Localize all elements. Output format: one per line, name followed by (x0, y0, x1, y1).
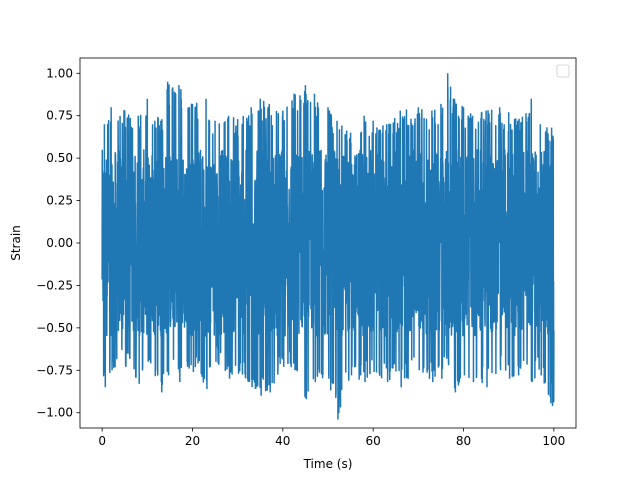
y-axis-label: Strain (9, 225, 23, 261)
x-axis-label: Time (s) (303, 457, 353, 471)
y-tick-label: −0.25 (36, 278, 73, 292)
x-tick-label: 100 (542, 434, 565, 448)
y-tick-label: 0.50 (46, 151, 73, 165)
y-tick-label: −0.75 (36, 363, 73, 377)
y-tick-label: −1.00 (36, 406, 73, 420)
x-tick-label: 0 (98, 434, 106, 448)
y-tick-label: 0.25 (46, 194, 73, 208)
x-tick-label: 20 (185, 434, 200, 448)
x-tick-label: 40 (275, 434, 290, 448)
y-tick-label: 0.00 (46, 236, 73, 250)
legend-box (556, 64, 570, 78)
y-tick-label: 1.00 (46, 66, 73, 80)
series-line (101, 73, 555, 420)
plot-area: 0 20 40 60 80 100 −1.00 −0.75 −0.50 −0.25 0.00 0.25… (36, 57, 577, 448)
x-tick-label: 80 (456, 434, 471, 448)
x-tick-label: 60 (366, 434, 381, 448)
y-tick-label: 0.75 (46, 109, 73, 123)
y-tick-label: −0.50 (36, 321, 73, 335)
